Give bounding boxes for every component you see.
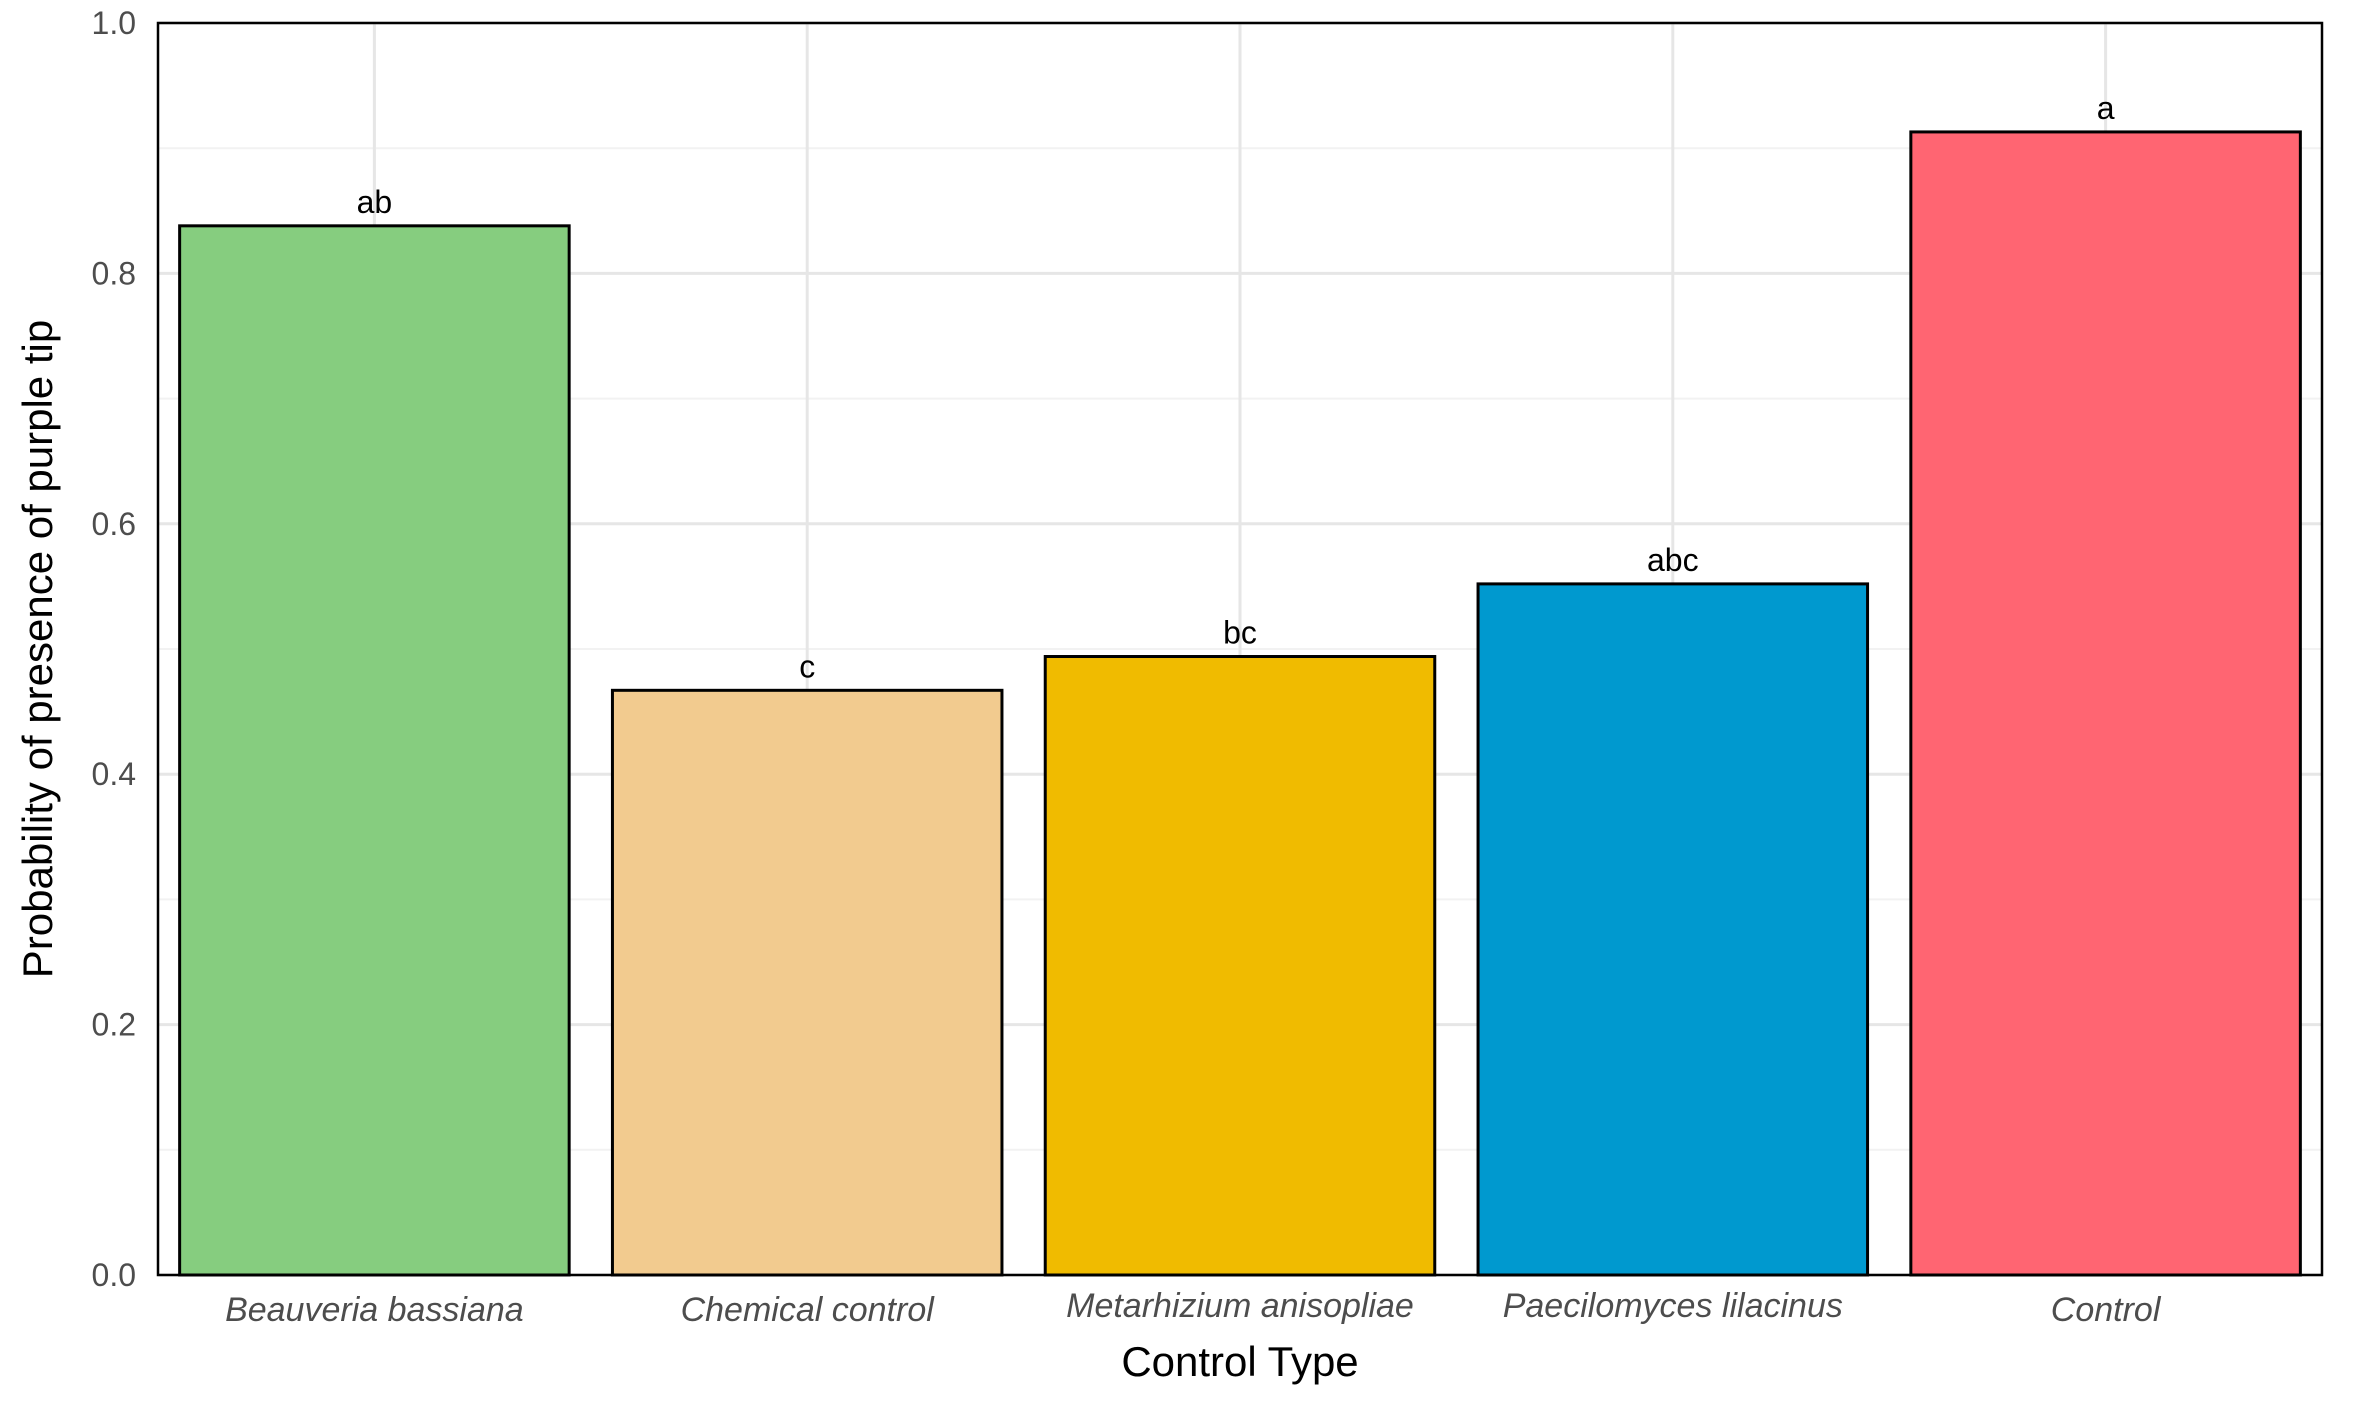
bar-value-label: a: [2097, 90, 2115, 126]
bar-value-label: ab: [357, 184, 393, 220]
y-axis-ticks: 0.0 0.2 0.4 0.6 0.8 1.0: [92, 5, 136, 1293]
y-tick-label: 0.4: [92, 756, 136, 792]
y-tick-label: 0.2: [92, 1007, 136, 1043]
y-axis-title: Probability of presence of purple tip: [14, 320, 61, 978]
x-tick-label: Metarhizium anisopliae: [1066, 1287, 1414, 1325]
x-tick-label: Paecilomyces lilacinus: [1503, 1287, 1843, 1325]
y-tick-label: 0.8: [92, 255, 136, 291]
bar: [610, 688, 1004, 1277]
bar-value-label: abc: [1647, 542, 1699, 578]
x-tick-label: Chemical control: [681, 1291, 936, 1329]
bars: [178, 130, 2302, 1277]
bar: [178, 224, 571, 1277]
y-tick-label: 0.0: [92, 1257, 136, 1293]
y-tick-label: 0.6: [92, 506, 136, 542]
x-tick-label: Beauveria bassiana: [225, 1291, 524, 1329]
bar-value-label: c: [799, 648, 815, 684]
plot-panel-border: [156, 21, 2324, 1277]
y-tick-label: 1.0: [92, 5, 136, 41]
x-tick-label: Control: [2051, 1291, 2162, 1329]
bar: [1476, 582, 1870, 1277]
x-axis-ticks: Beauveria bassiana Chemical control Metarh…: [225, 1287, 2162, 1329]
bar: [1909, 130, 2302, 1277]
x-axis-title: Control Type: [1121, 1338, 1358, 1385]
bar-value-label: bc: [1223, 615, 1257, 651]
bar: [1043, 655, 1437, 1277]
